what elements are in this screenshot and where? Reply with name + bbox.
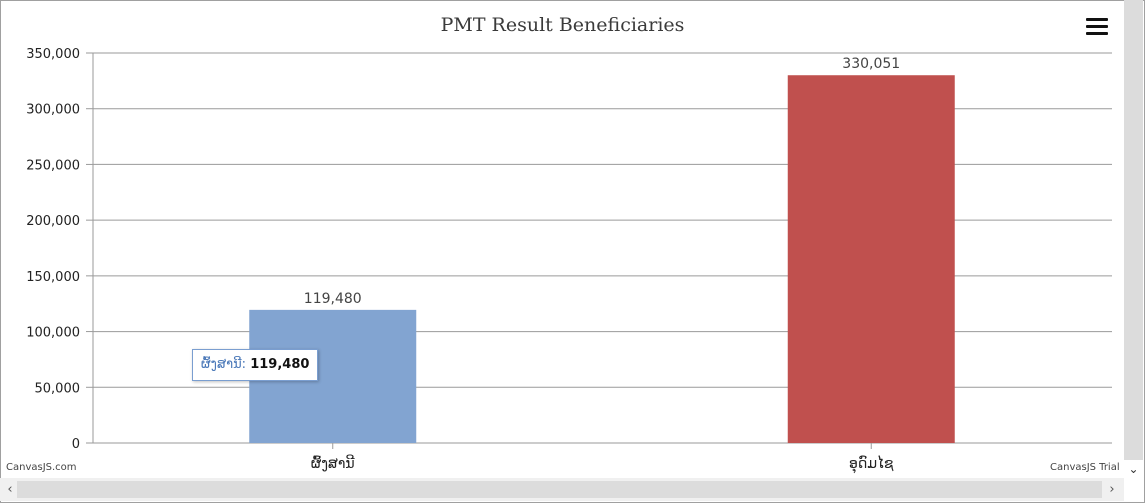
tooltip-category: ຜົ້ງສານີ: xyxy=(201,357,247,372)
hamburger-menu-icon[interactable] xyxy=(1086,18,1108,38)
chevron-right-icon[interactable]: › xyxy=(1109,482,1115,497)
y-tick-label: 50,000 xyxy=(35,381,81,396)
vertical-scrollbar[interactable] xyxy=(1124,0,1143,460)
chevron-down-icon[interactable]: ⌄ xyxy=(1124,460,1143,478)
tooltip-value: 119,480 xyxy=(250,357,310,372)
canvasjs-credit-link[interactable]: CanvasJS.com xyxy=(6,462,77,473)
horizontal-scrollbar-thumb[interactable] xyxy=(17,481,1102,498)
y-tick-label: 250,000 xyxy=(26,158,80,173)
x-category-label: ອຸດົມໄຊ xyxy=(849,455,894,473)
x-category-label: ຜົ້ງສານີ xyxy=(311,454,355,472)
y-tick-label: 200,000 xyxy=(26,214,80,229)
bar-value-label: 119,480 xyxy=(304,291,362,307)
bar-tooltip: ຜົ້ງສານີ: 119,480 xyxy=(192,349,319,381)
y-tick-label: 150,000 xyxy=(26,270,80,285)
y-tick-label: 300,000 xyxy=(26,103,80,118)
canvasjs-trial-credit: CanvasJS Trial xyxy=(1050,462,1120,473)
chart-title: PMT Result Beneficiaries xyxy=(440,14,685,36)
y-tick-label: 0 xyxy=(72,437,80,452)
bar-chart: 0 50,000 100,000 150,000 200,000 250,000 300,0… xyxy=(26,47,1112,473)
chevron-left-icon[interactable]: ‹ xyxy=(7,482,13,497)
y-tick-label: 350,000 xyxy=(26,47,80,62)
bar-value-label: 330,051 xyxy=(842,56,900,72)
bar xyxy=(787,75,955,444)
y-tick-label: 100,000 xyxy=(26,326,80,341)
